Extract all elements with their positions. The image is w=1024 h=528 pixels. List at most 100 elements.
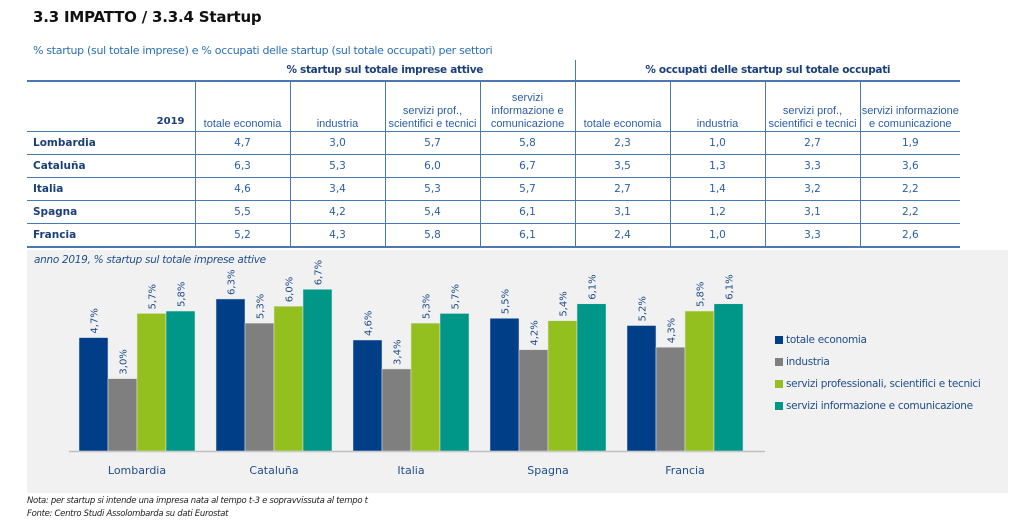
table-cell: 5,7 — [479, 177, 576, 201]
table-cell: 5,4 — [384, 200, 480, 224]
table-row: Francia 5,2 4,3 5,8 6,1 2,4 1,0 3,3 2,6 — [27, 223, 961, 248]
bar — [78, 337, 109, 452]
table-cell: 1,3 — [669, 154, 766, 178]
data-label: 4,6% — [364, 311, 375, 336]
data-label: 4,3% — [667, 318, 678, 343]
table-cell: 2,2 — [859, 200, 961, 224]
table-cell: 6,7 — [479, 154, 576, 178]
table-cell: 5,8 — [479, 131, 576, 155]
table-cell: 3,2 — [764, 177, 861, 201]
column-header-row: 2019 totale economia industria servizi p… — [27, 81, 961, 132]
bar — [518, 349, 549, 452]
category-label: Cataluña — [249, 464, 298, 477]
data-label: 4,2% — [530, 320, 541, 345]
legend-label: totale economia — [786, 334, 867, 346]
bar — [381, 368, 412, 452]
table-cell: 3,3 — [764, 223, 861, 248]
table-cell: 5,2 — [194, 223, 290, 248]
data-label: 6,0% — [285, 277, 296, 302]
bar — [410, 322, 441, 452]
legend-item: servizi informazione e comunicazione — [775, 395, 981, 417]
column-header: totale economia — [575, 81, 671, 132]
bar — [713, 303, 744, 452]
bar — [273, 305, 304, 452]
row-name: Lombardia — [27, 131, 195, 155]
group-header-occupati: % occupati delle startup sul totale occu… — [575, 60, 961, 82]
chart-legend: totale economia industria servizi professi… — [775, 329, 981, 417]
column-header: servizi informazione e comunicazione — [479, 81, 576, 132]
legend-item: industria — [775, 351, 981, 373]
table-cell: 4,3 — [289, 223, 385, 248]
data-label: 5,3% — [422, 294, 433, 319]
table-cell: 2,3 — [574, 131, 671, 155]
legend-item: servizi professionali, scientifici e tec… — [775, 373, 981, 395]
table-cell: 3,3 — [764, 154, 861, 178]
column-header: totale economia — [194, 81, 290, 132]
table-cell: 5,7 — [384, 131, 480, 155]
legend-label: servizi informazione e comunicazione — [786, 400, 973, 412]
startup-table: % startup sul totale imprese attive % oc… — [27, 60, 961, 248]
bar — [576, 303, 607, 452]
table-cell: 3,5 — [574, 154, 671, 178]
bar — [136, 313, 167, 452]
bar — [439, 313, 470, 452]
legend-swatch — [775, 380, 783, 388]
bar — [244, 322, 275, 452]
column-header: industria — [669, 81, 766, 132]
year-label: 2019 — [27, 81, 195, 132]
data-label: 5,5% — [501, 289, 512, 314]
table-cell: 2,7 — [764, 131, 861, 155]
category-label: Italia — [397, 464, 424, 477]
data-label: 3,4% — [393, 340, 404, 365]
data-label: 4,7% — [90, 308, 101, 333]
note-text: Nota: per startup si intende una impresa… — [27, 496, 368, 506]
bar — [684, 310, 715, 452]
data-label: 6,1% — [588, 274, 599, 299]
bar — [302, 289, 333, 452]
table-cell: 5,3 — [384, 177, 480, 201]
bar — [655, 346, 686, 452]
table-cell: 1,0 — [669, 131, 766, 155]
column-header: servizi prof., scientifici e tecnici — [384, 81, 480, 132]
row-name: Italia — [27, 177, 195, 201]
table-cell: 2,6 — [859, 223, 961, 248]
table-cell: 2,4 — [574, 223, 671, 248]
table-cell: 4,7 — [194, 131, 290, 155]
column-header: servizi prof., scientifici e tecnici — [764, 81, 861, 132]
corner-cell — [27, 60, 195, 82]
legend-swatch — [775, 402, 783, 410]
legend-label: servizi professionali, scientifici e tec… — [786, 378, 981, 390]
group-header-row: % startup sul totale imprese attive % oc… — [27, 60, 961, 82]
table-cell: 4,6 — [194, 177, 290, 201]
column-header: industria — [289, 81, 385, 132]
bar — [489, 318, 520, 452]
table-cell: 1,4 — [669, 177, 766, 201]
table-subtitle: % startup (sul totale imprese) e % occup… — [33, 44, 493, 57]
data-label: 3,0% — [119, 349, 130, 374]
legend-swatch — [775, 358, 783, 366]
data-label: 5,8% — [696, 282, 707, 307]
row-name: Spagna — [27, 200, 195, 224]
data-label: 6,7% — [314, 260, 325, 285]
table-cell: 3,0 — [289, 131, 385, 155]
table-row: Spagna 5,5 4,2 5,4 6,1 3,1 1,2 3,1 2,2 — [27, 200, 961, 224]
footnotes: Nota: per startup si intende una impresa… — [27, 495, 368, 521]
data-label: 5,3% — [256, 294, 267, 319]
table-row: Cataluña 6,3 5,3 6,0 6,7 3,5 1,3 3,3 3,6 — [27, 154, 961, 178]
column-header: servizi informazione e comunicazione — [859, 81, 961, 132]
table-cell: 1,2 — [669, 200, 766, 224]
table-cell: 1,9 — [859, 131, 961, 155]
data-label: 6,1% — [725, 274, 736, 299]
table-cell: 6,0 — [384, 154, 480, 178]
row-name: Cataluña — [27, 154, 195, 178]
data-label: 5,7% — [148, 284, 159, 309]
bar — [165, 310, 196, 452]
source-text: Fonte: Centro Studi Assolombarda su dati… — [27, 509, 229, 519]
table-cell: 6,1 — [479, 200, 576, 224]
table-cell: 6,3 — [194, 154, 290, 178]
legend-swatch — [775, 336, 783, 344]
data-label: 5,2% — [638, 296, 649, 321]
bar — [547, 320, 578, 452]
table-cell: 1,0 — [669, 223, 766, 248]
page-title: 3.3 IMPATTO / 3.3.4 Startup — [33, 8, 262, 26]
